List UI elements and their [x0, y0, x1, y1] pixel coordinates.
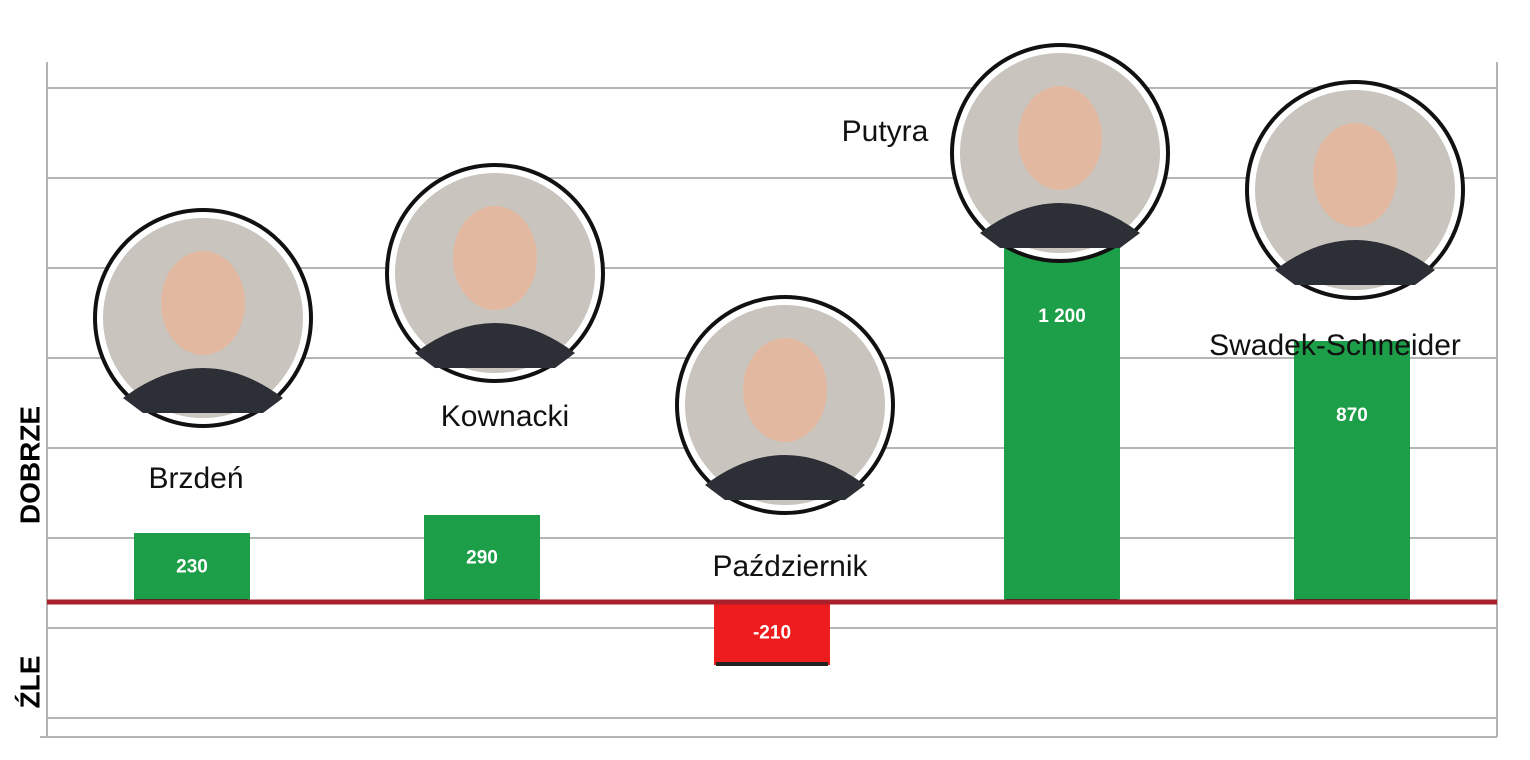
category-label: Kownacki — [441, 400, 569, 433]
category-label: Październik — [712, 550, 868, 583]
photo-body — [123, 368, 283, 413]
photo-body — [980, 203, 1140, 248]
negative-label: ŹLE — [14, 656, 45, 709]
value-label: 870 — [1336, 405, 1368, 426]
photo-head — [161, 251, 245, 355]
photo-head — [453, 206, 537, 310]
photo-body — [1275, 240, 1435, 285]
photo-body — [705, 455, 865, 500]
bar — [134, 533, 250, 602]
category-label: Putyra — [842, 115, 929, 148]
bar — [714, 602, 830, 665]
photo-head — [1313, 123, 1397, 227]
bar-shadow — [716, 662, 828, 666]
photo-head — [1018, 86, 1102, 190]
photo-body — [415, 323, 575, 368]
bar — [424, 515, 540, 602]
bar — [1004, 242, 1120, 602]
value-label: -210 — [753, 623, 791, 644]
value-label: 230 — [176, 557, 208, 578]
value-label: 290 — [466, 548, 498, 569]
category-label: Brzdeń — [148, 462, 243, 495]
category-label: Swadek-Schneider — [1209, 329, 1461, 362]
positive-label: DOBRZE — [14, 406, 45, 524]
photo-head — [743, 338, 827, 442]
bar — [1294, 341, 1410, 602]
value-label: 1 200 — [1038, 306, 1086, 327]
